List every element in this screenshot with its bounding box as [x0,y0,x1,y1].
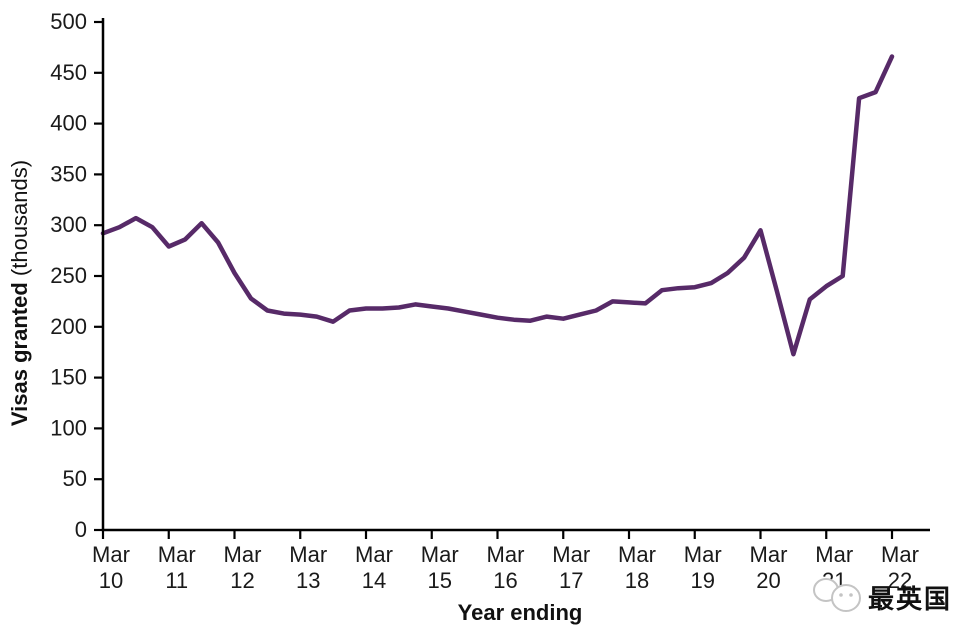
watermark-text: 最英国 [868,584,952,614]
x-tick-label-month: Mar [618,542,656,567]
x-tick-label-month: Mar [92,542,130,567]
y-tick-label: 450 [50,60,87,85]
y-axis-title-main: Visas granted [7,282,32,426]
y-tick-label: 500 [50,9,87,34]
logo-eye-dot [849,593,853,597]
x-tick-label-year: 18 [625,568,649,593]
x-tick-label-year: 22 [888,568,912,593]
x-tick-label-year: 14 [362,568,386,593]
y-tick-label: 250 [50,263,87,288]
x-tick-label-month: Mar [815,542,853,567]
y-tick-label: 0 [75,517,87,542]
x-tick-label-year: 10 [99,568,123,593]
x-tick-label-year: 13 [296,568,320,593]
x-tick-label-month: Mar [750,542,788,567]
x-tick-label-year: 19 [691,568,715,593]
y-tick-label: 100 [50,415,87,440]
y-tick-label: 300 [50,212,87,237]
y-tick-label: 200 [50,314,87,339]
visa-series-line [100,54,895,357]
x-tick-label-month: Mar [684,542,722,567]
x-tick-label-year: 15 [428,568,452,593]
watermark-logo-icon [831,584,861,612]
x-tick-label-year: 16 [493,568,517,593]
y-tick-label: 50 [63,466,87,491]
y-axis-title: Visas granted (thousands) [7,160,32,426]
x-tick-label-month: Mar [487,542,525,567]
x-tick-label-year: 12 [230,568,254,593]
data-series-layer [100,54,895,357]
x-tick-label-month: Mar [552,542,590,567]
y-axis-title-unit: (thousands) [7,160,32,282]
y-tick-label: 350 [50,161,87,186]
x-tick-label-month: Mar [224,542,262,567]
x-tick-label-year: 20 [756,568,780,593]
y-tick-label: 400 [50,111,87,136]
logo-eye-dot [839,593,843,597]
x-tick-label-year: 11 [165,568,188,593]
watermark: 最英国 [813,578,952,614]
x-tick-label-month: Mar [421,542,459,567]
x-axis-title: Year ending [458,600,583,625]
x-tick-label-year: 17 [559,568,583,593]
x-tick-label-month: Mar [881,542,919,567]
x-tick-label-month: Mar [289,542,327,567]
x-tick-label-month: Mar [355,542,393,567]
axis-ticks-layer: 050100150200250300350400450500Mar10Mar11… [50,9,919,593]
y-tick-label: 150 [50,365,87,390]
x-tick-label-month: Mar [158,542,196,567]
